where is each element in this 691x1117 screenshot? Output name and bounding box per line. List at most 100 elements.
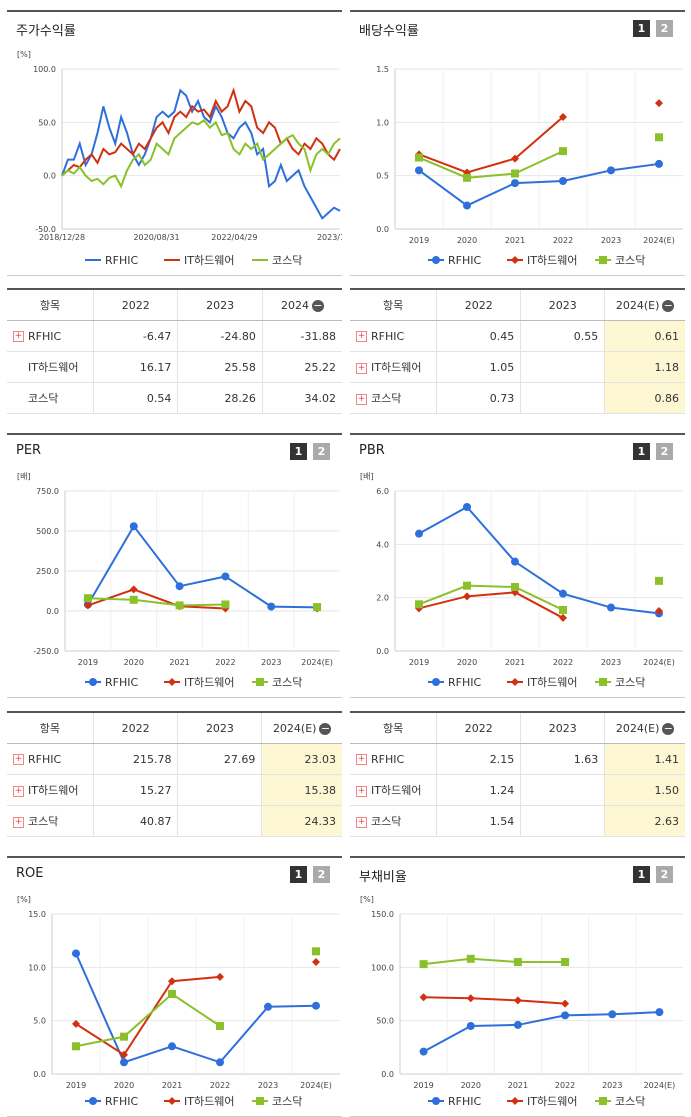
cell-value: 24.33 [304, 814, 337, 828]
series-line [61, 87, 341, 177]
data-point [655, 159, 663, 168]
chart-debt: [%] 150.0 100.0 50.0 0.0 2019 2020 2021 2022 2023… [360, 895, 683, 1108]
page-button-2[interactable]: 2 [313, 866, 330, 883]
data-point [511, 583, 519, 591]
data-point [129, 585, 138, 594]
expand-icon[interactable]: + [356, 331, 367, 342]
unit-label: [%] [360, 895, 374, 904]
table-cell: 28.26 [177, 382, 263, 414]
table-cell: -24.80 [177, 320, 263, 352]
expand-icon[interactable]: + [13, 331, 24, 342]
y-tick-label: 0.5 [376, 172, 389, 181]
page-button-1[interactable]: 1 [633, 20, 650, 37]
column-header-label: 2023 [548, 298, 577, 312]
y-tick-label: 150.0 [371, 910, 394, 919]
table-cell [177, 805, 262, 837]
legend-marker [89, 1097, 97, 1105]
collapse-icon[interactable]: − [662, 298, 675, 312]
cell-value: 1.63 [573, 752, 599, 766]
cell-value: IT하드웨어 [371, 784, 422, 797]
collapse-icon[interactable]: − [319, 721, 332, 735]
expand-icon[interactable]: + [356, 785, 367, 797]
y-tick-label: 15.0 [28, 910, 46, 919]
table-cell: 25.22 [261, 351, 342, 383]
expand-icon[interactable]: + [356, 362, 367, 374]
x-tick-label: 2024(E) [301, 658, 333, 667]
expand-icon[interactable]: + [356, 816, 367, 828]
series-line [423, 1011, 660, 1053]
legend-label: 코스닥 [272, 676, 302, 689]
column-header: 2023 [177, 288, 263, 321]
table-cell: 0.45 [436, 320, 521, 352]
legend-marker [256, 1097, 264, 1105]
page-button-2[interactable]: 2 [656, 866, 673, 883]
column-header-label: 2024(E) [615, 298, 660, 312]
page-button-1[interactable]: 1 [633, 866, 650, 883]
data-point [655, 1008, 664, 1017]
page-button-2[interactable]: 2 [656, 20, 673, 37]
legend-label: RFHIC [105, 254, 138, 267]
data-point [312, 958, 320, 966]
expand-icon[interactable]: + [13, 816, 24, 828]
column-header-label: 항목 [382, 722, 404, 735]
data-point [83, 601, 92, 610]
column-header: 2022 [436, 711, 521, 744]
column-header-label: 2023 [205, 721, 234, 735]
table-cell: 코스닥 [7, 382, 94, 414]
x-tick-label: 2023 [601, 236, 621, 245]
column-header-label: 항목 [39, 299, 61, 312]
data-point [72, 1019, 80, 1028]
table-cell [177, 774, 262, 806]
expand-icon[interactable]: + [13, 785, 24, 797]
page-button-1[interactable]: 1 [290, 443, 307, 460]
panel-pbr: PBR 1 2 [배] 6.0 4.0 2.0 0.0 2019 2020 2021 2022 2023… [350, 433, 685, 698]
data-point [466, 1022, 475, 1030]
page-button-2[interactable]: 2 [313, 443, 330, 460]
x-tick-label: 2019 [78, 658, 98, 667]
table-cell: + 코스닥 [350, 382, 437, 414]
column-header-label: 항목 [39, 722, 61, 735]
collapse-icon[interactable]: − [662, 721, 675, 735]
legend-label: IT하드웨어 [184, 675, 234, 689]
data-point [655, 99, 663, 108]
data-point [463, 201, 471, 210]
x-tick-label: 2021 [169, 658, 189, 667]
data-point [312, 947, 320, 956]
table-header-row: 항목 2022 2023 2024(E) − [350, 711, 685, 744]
column-header-label: 2022 [464, 298, 493, 312]
page-button-1[interactable]: 1 [290, 866, 307, 883]
table-cell: 1.54 [436, 805, 521, 837]
legend-label: IT하드웨어 [184, 253, 234, 267]
cell-value: 0.61 [654, 329, 680, 343]
page-button-1[interactable]: 1 [633, 443, 650, 460]
series-line [87, 597, 226, 607]
data-point [419, 960, 428, 969]
table-per: 항목 2022 2023 2024(E) − + RFHIC 215.78 27.69 23.03… [7, 711, 342, 837]
y-tick-label: 0.0 [33, 1070, 46, 1079]
data-point [463, 173, 471, 182]
collapse-icon[interactable]: − [311, 298, 324, 312]
page-button-2[interactable]: 2 [656, 443, 673, 460]
y-tick-label: 1.5 [376, 65, 389, 74]
series-line [418, 505, 660, 615]
expand-icon[interactable]: + [356, 393, 367, 405]
expand-icon[interactable]: + [13, 754, 24, 765]
cell-value: 코스닥 [371, 392, 402, 405]
table-cell: 215.78 [92, 743, 178, 775]
series-line [61, 118, 341, 189]
data-point [466, 954, 475, 963]
table-row: + IT하드웨어 1.24 1.50 [350, 774, 685, 806]
cell-value: IT하드웨어 [28, 361, 79, 374]
table-cell: + 코스닥 [350, 805, 437, 837]
cell-value: 0.73 [489, 391, 515, 405]
table-row: + 코스닥 1.54 2.63 [350, 805, 685, 837]
x-tick-label: 2024(E) [644, 1081, 676, 1090]
data-point [608, 1010, 617, 1019]
data-point [561, 958, 570, 966]
expand-icon[interactable]: + [356, 754, 367, 765]
cell-value: 0.86 [654, 391, 680, 405]
x-tick-label: 2023 [602, 1081, 622, 1090]
data-point [511, 557, 519, 566]
data-point [129, 522, 138, 531]
legend-marker [168, 678, 176, 686]
